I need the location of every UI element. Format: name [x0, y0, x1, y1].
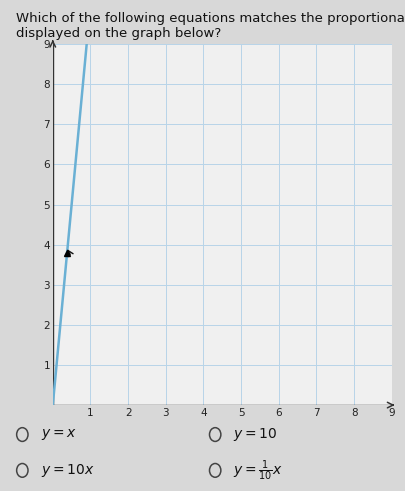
Text: $y = \frac{1}{10}x$: $y = \frac{1}{10}x$ — [233, 458, 283, 483]
Text: Which of the following equations matches the proportional relationship: Which of the following equations matches… — [16, 12, 405, 25]
Text: $y = x$: $y = x$ — [40, 427, 76, 442]
Text: $y = 10x$: $y = 10x$ — [40, 462, 94, 479]
Text: $y = 10$: $y = 10$ — [233, 426, 277, 443]
Text: displayed on the graph below?: displayed on the graph below? — [16, 27, 221, 40]
